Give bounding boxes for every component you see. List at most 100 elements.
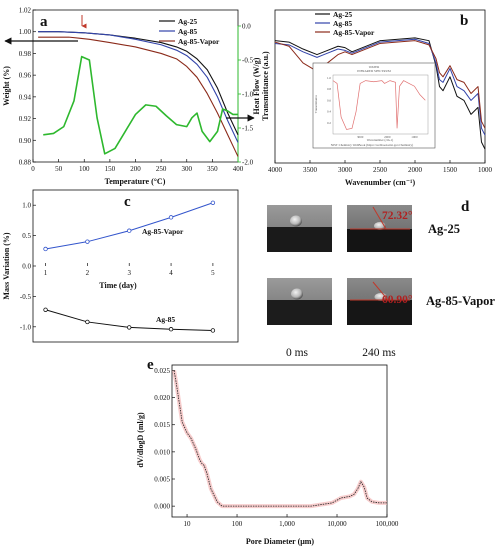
panel-a-series <box>38 31 239 157</box>
photo-ag85vapor-0ms <box>267 278 332 325</box>
data-point <box>127 228 132 233</box>
x-tick-label: 0 <box>31 165 35 173</box>
y-right-tick-label: -1.0 <box>242 91 254 99</box>
contact-angle-ag85-vapor: 60.90° <box>382 294 413 306</box>
water-droplet <box>290 215 302 227</box>
inset-y-tick-label: 0.2 <box>327 121 331 125</box>
panel-b: 4000 3500 3000 2500 2000 1500 1000 b Wavenumbe… <box>261 9 493 187</box>
y-tick-label: 0.98 <box>19 50 32 58</box>
panel-e-ylabel: dV/dlogD (ml/g) <box>136 412 145 468</box>
photo-substrate <box>347 229 412 252</box>
panel-b-xlabel: Wavenumber (cm⁻¹) <box>345 178 416 187</box>
data-point <box>127 325 132 330</box>
panel-a: 0 50 100 150 200 250 300 350 400 0.88 0.90 0.92 0.94… <box>2 7 261 187</box>
sample-label-ag25: Ag-25 <box>428 222 460 236</box>
x-tick-label: 250 <box>156 165 167 173</box>
data-point <box>168 215 174 220</box>
x-tick-label: 100 <box>232 520 243 528</box>
data-point <box>43 307 48 312</box>
panel-c-frame <box>32 189 239 343</box>
data-point <box>43 246 48 252</box>
inset-y-tick-label: 0.8 <box>327 87 331 91</box>
y-tick-label: 0.0 <box>22 263 31 271</box>
data-point <box>168 327 174 332</box>
inset-y-tick-label: 1.0 <box>327 76 331 80</box>
series-line-pore-diameter <box>173 370 387 507</box>
panel-a-legend: Ag-25 Ag-85 Ag-85-Vapor <box>159 17 220 46</box>
series-halo <box>172 370 387 509</box>
contact-angle-ag25: 72.32° <box>382 210 413 222</box>
x-tick-label: 2 <box>86 269 90 277</box>
inset-xlabel: Wavenumber (cm-1) <box>367 138 393 142</box>
inset-x-tick-label: 2000 <box>384 135 391 139</box>
legend-label-ag85-vapor: Ag-85-Vapor <box>178 37 220 46</box>
y-tick-label: 0.025 <box>154 367 170 375</box>
panel-e-frame <box>171 364 388 518</box>
y-tick-label: -1.0 <box>20 323 32 331</box>
data-point <box>210 328 216 333</box>
photo-ag25-240ms: 72.32° <box>347 205 413 252</box>
series-line-ag-85-vapor <box>38 36 239 157</box>
panel-d: d 72.32° Ag-25 <box>267 199 495 359</box>
y-tick-label: 1.0 <box>22 202 31 210</box>
inset-axes: 3000 2000 1000 1.0 0.8 0.6 0.4 0.2 <box>327 76 418 139</box>
y-tick-label: -0.5 <box>20 293 32 301</box>
panel-b-inset: WATER INFRARED SPECTRUM 3000 2000 1000 1.0 0… <box>312 62 436 149</box>
data-point <box>85 319 90 325</box>
panel-e-axes: 10 100 1,000 10,000 100,000 0.000 0.005 0.010 0.… <box>154 367 399 528</box>
x-tick-label: 2000 <box>408 166 423 174</box>
inset-ylabel: Transmittance <box>314 94 318 113</box>
x-tick-label: 150 <box>105 165 116 173</box>
x-tick-label: 1500 <box>443 166 458 174</box>
panel-c: 1 2 3 4 5 1.0 0.5 0.0 -0.5 -1.0 c Time (day) Mass… <box>2 189 239 343</box>
inset-footer: NIST Chemistry WebBook (https://webbook.… <box>331 143 413 147</box>
panel-e-xlabel: Pore Diameter (μm) <box>246 537 315 546</box>
x-tick-label: 350 <box>207 165 218 173</box>
panel-b-label: b <box>460 13 468 29</box>
inset-x-tick-label: 1000 <box>411 135 418 139</box>
inset-title: WATER <box>369 65 380 69</box>
y-right-tick-label: 0.0 <box>242 23 251 31</box>
y-tick-label: 1.00 <box>19 28 32 36</box>
inset-y-tick-label: 0.6 <box>327 98 331 102</box>
panel-b-legend: Ag-25 Ag-85 Ag-85-Vapor <box>315 10 375 37</box>
panel-a-label: a <box>40 14 48 30</box>
y-right-tick-label: -1.5 <box>242 125 254 133</box>
b-legend-label-ag85: Ag-85 <box>333 19 352 28</box>
photo-substrate <box>347 300 412 325</box>
x-tick-label: 3500 <box>303 166 318 174</box>
y-right-tick-label: -0.5 <box>242 57 254 65</box>
series-line-heat-flow <box>43 55 238 155</box>
inset-x-tick-label: 3000 <box>357 135 364 139</box>
y-right-tick-label: -2.0 <box>242 159 254 167</box>
x-tick-label: 50 <box>55 165 63 173</box>
panel-c-ylabel: Mass Variation (%) <box>2 232 11 299</box>
x-tick-label: 1 <box>44 269 48 277</box>
series-label-ag85-vapor: Ag-85-Vapor <box>142 227 184 236</box>
y-tick-label: 0.88 <box>19 159 32 167</box>
x-tick-label: 5 <box>211 269 215 277</box>
x-tick-label: 100 <box>79 165 90 173</box>
y-tick-label: 0.015 <box>154 421 170 429</box>
y-tick-label: 0.92 <box>19 115 32 123</box>
panel-e-label: e <box>147 357 154 373</box>
tangent-line <box>372 206 387 230</box>
data-point <box>85 239 90 244</box>
x-tick-label: 1,000 <box>279 520 295 528</box>
inset-spectrum-line <box>332 80 426 130</box>
inset-plot-frame <box>332 74 429 135</box>
panel-a-ylabel: Weight (%) <box>2 66 11 106</box>
x-tick-label: 10,000 <box>327 520 347 528</box>
panel-c-xlabel: Time (day) <box>99 281 137 290</box>
panel-e-series <box>172 370 387 509</box>
y-tick-label: 0.5 <box>22 232 31 240</box>
panel-a-ylabel-right: Heat Flow (W/g) <box>252 57 261 114</box>
x-tick-label: 3 <box>127 269 131 277</box>
legend-label-ag85: Ag-85 <box>178 27 197 36</box>
water-droplet <box>291 288 303 300</box>
photo-ag85vapor-240ms: 60.90° <box>347 278 413 325</box>
panel-c-series <box>43 200 216 333</box>
inset-subtitle: INFRARED SPECTRUM <box>357 69 391 73</box>
x-tick-label: 200 <box>130 165 141 173</box>
